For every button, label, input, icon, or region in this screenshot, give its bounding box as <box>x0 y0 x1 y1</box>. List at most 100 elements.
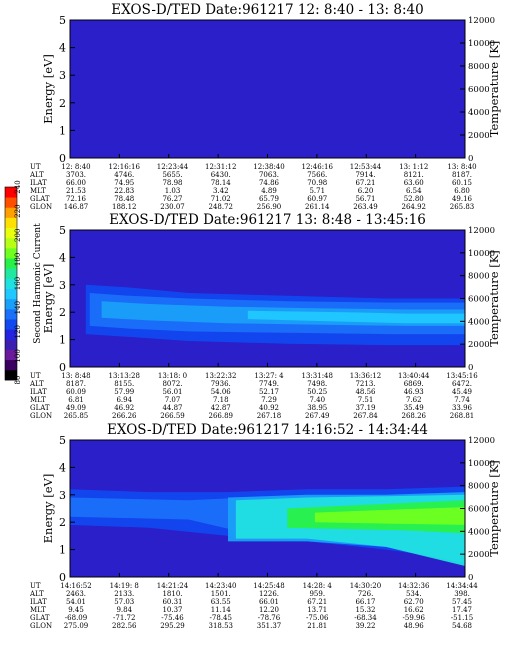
ephemeris-value: 57.45 <box>452 598 472 606</box>
ephemeris-value: 39.22 <box>355 622 375 630</box>
energy-tick-label: 3 <box>59 279 66 292</box>
energy-tick-label: 2 <box>59 97 66 110</box>
ephemeris-value: -75.06 <box>306 614 329 622</box>
ephemeris-row-label-ilat: ILAT <box>30 388 47 396</box>
colorbar-swatch <box>5 359 17 371</box>
ephemeris-value: 265.83 <box>450 203 475 211</box>
ephemeris-value: 7566. <box>307 171 327 179</box>
ephemeris-value: 7.07 <box>165 396 181 404</box>
ephemeris-value: 267.84 <box>353 412 378 420</box>
ephemeris-value: 7914. <box>355 171 375 179</box>
ephemeris-value: 38.95 <box>307 404 327 412</box>
colorbar-tick-label: 80 <box>14 376 22 385</box>
ephemeris-value: 6.94 <box>116 396 132 404</box>
ephemeris-value: 14:21:24 <box>157 582 189 590</box>
ephemeris-value: 14:28: 4 <box>303 582 333 590</box>
ephemeris-value: 74.95 <box>114 179 134 187</box>
ephemeris-value: 13:31:48 <box>302 372 333 380</box>
energy-axis-label: Energy [eV] <box>41 474 55 544</box>
ephemeris-value: 78.98 <box>162 179 182 187</box>
ephemeris-value: 4.89 <box>261 187 277 195</box>
colorbar-swatch <box>5 349 17 361</box>
ephemeris-value: 22.83 <box>114 187 134 195</box>
energy-tick-label: 0 <box>59 152 66 165</box>
ephemeris-value: 263.49 <box>353 203 378 211</box>
ephemeris-value: 44.87 <box>162 404 182 412</box>
ephemeris-value: 7.74 <box>454 396 470 404</box>
colorbar-frame <box>4 186 18 381</box>
ephemeris-row-label-glon: GLON <box>30 412 52 420</box>
temperature-tick-label: 0 <box>468 363 473 373</box>
ephemeris-value: -68.34 <box>354 614 377 622</box>
energy-tick-label: 1 <box>59 544 66 557</box>
ephemeris-value: 13.71 <box>307 606 327 614</box>
ephemeris-value: 13:36:12 <box>350 372 381 380</box>
ephemeris-value: 60.09 <box>66 388 86 396</box>
ephemeris-value: 12: 8:40 <box>61 163 90 171</box>
colorbar-swatch <box>5 217 17 229</box>
ephemeris-value: 10.37 <box>162 606 182 614</box>
energy-tick-label: 1 <box>59 334 66 347</box>
ephemeris-value: 726. <box>358 590 374 598</box>
ephemeris-value: 5.71 <box>309 187 325 195</box>
ephemeris-value: 54.01 <box>66 598 86 606</box>
colorbar-label: Second Harmonic Current <box>33 223 43 344</box>
energy-tick-label: 0 <box>59 361 66 374</box>
ephemeris-value: 6.80 <box>454 187 470 195</box>
temperature-tick-label: 12000 <box>468 16 495 26</box>
ephemeris-value: 12:16:16 <box>109 163 141 171</box>
ephemeris-value: 8121. <box>404 171 424 179</box>
ephemeris-value: 6.20 <box>358 187 374 195</box>
ephemeris-value: 266.59 <box>160 412 185 420</box>
ephemeris-value: 1810. <box>162 590 182 598</box>
temperature-tick-label: 6000 <box>468 505 490 515</box>
ephemeris-value: 282.56 <box>112 622 137 630</box>
ephemeris-row-label-mlt: MLT <box>30 606 46 614</box>
energy-tick-label: 1 <box>59 124 66 137</box>
colorbar-tick-label: 180 <box>14 253 22 266</box>
colorbar-swatch <box>5 339 17 350</box>
ephemeris-value: 318.53 <box>209 622 234 630</box>
ephemeris-value: 46.93 <box>404 388 424 396</box>
temperature-tick-label: 2000 <box>468 340 490 350</box>
energy-tick-label: 4 <box>59 461 66 474</box>
energy-tick-label: 3 <box>59 69 66 82</box>
ephemeris-row-label-alt: ALT <box>29 590 44 598</box>
temperature-tick-label: 6000 <box>468 295 490 305</box>
temperature-tick-label: 4000 <box>468 317 490 327</box>
temperature-tick-label: 12000 <box>468 436 495 446</box>
ephemeris-value: 7936. <box>211 380 231 388</box>
ephemeris-value: -71.72 <box>113 614 135 622</box>
panel-title: EXOS-D/TED Date:961217 13: 8:48 - 13:45:… <box>109 212 426 228</box>
ephemeris-value: 13: 8:48 <box>61 372 90 380</box>
panel-2: EXOS-D/TED Date:961217 13: 8:48 - 13:45:… <box>29 212 501 420</box>
ephemeris-row-label-alt: ALT <box>29 380 44 388</box>
temperature-tick-label: 4000 <box>468 108 490 118</box>
ephemeris-value: 256.90 <box>257 203 282 211</box>
ephemeris-value: 5655. <box>162 171 182 179</box>
ephemeris-value: 48.56 <box>355 388 376 396</box>
spectrogram-background <box>70 20 465 158</box>
ephemeris-value: 14:23:40 <box>205 582 236 590</box>
ephemeris-value: -68.09 <box>65 614 87 622</box>
ephemeris-value: -78.45 <box>210 614 232 622</box>
temperature-axis-label: Temperature [K] <box>487 460 501 557</box>
colorbar-tick-label: 160 <box>14 277 22 290</box>
ephemeris-value: 67.21 <box>355 179 375 187</box>
colorbar-swatch <box>5 329 17 340</box>
colorbar-swatch <box>5 258 17 269</box>
colorbar-swatch <box>5 369 17 381</box>
ephemeris-value: 9.84 <box>116 606 132 614</box>
ephemeris-value: 13:40:44 <box>398 372 430 380</box>
spectrogram-band-6 <box>314 507 465 525</box>
ephemeris-value: 6.81 <box>68 396 84 404</box>
ephemeris-row-label-glon: GLON <box>30 622 52 630</box>
energy-tick-label: 4 <box>59 251 66 264</box>
temperature-tick-label: 2000 <box>468 131 490 141</box>
ephemeris-value: 76.27 <box>162 195 182 203</box>
ephemeris-value: 4746. <box>114 171 134 179</box>
ephemeris-value: 6430. <box>211 171 231 179</box>
ephemeris-value: 2133. <box>114 590 134 598</box>
ephemeris-value: 8072. <box>162 380 182 388</box>
ephemeris-value: 13:22:32 <box>205 372 236 380</box>
